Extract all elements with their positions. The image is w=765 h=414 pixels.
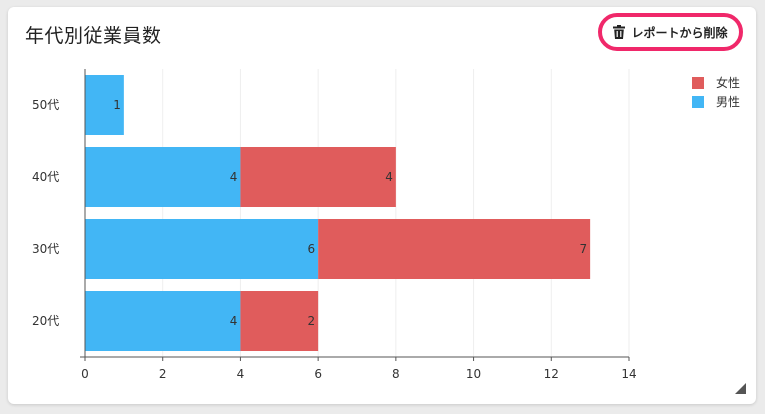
x-tick-label: 8: [392, 367, 400, 381]
data-label: 1: [113, 98, 121, 112]
legend-swatch: [692, 96, 704, 108]
data-label: 6: [308, 242, 316, 256]
x-tick-label: 12: [544, 367, 559, 381]
x-tick-label: 14: [621, 367, 636, 381]
bar-female: [240, 147, 396, 207]
bar-female: [318, 219, 591, 279]
bar-male: [85, 219, 319, 279]
category-label: 40代: [32, 170, 59, 184]
category-label: 30代: [32, 242, 59, 256]
bar-male: [85, 147, 241, 207]
x-tick-label: 10: [466, 367, 481, 381]
trash-icon: [613, 25, 626, 39]
data-label: 7: [580, 242, 588, 256]
remove-from-report-button[interactable]: レポートから削除: [598, 13, 743, 51]
legend-label: 女性: [716, 75, 740, 90]
resize-handle[interactable]: [735, 383, 746, 394]
legend-label: 男性: [716, 95, 740, 109]
x-tick-label: 2: [159, 367, 167, 381]
data-label: 2: [308, 314, 316, 328]
category-label: 20代: [32, 314, 59, 328]
data-label: 4: [230, 170, 238, 184]
x-tick-label: 6: [314, 367, 322, 381]
remove-button-label: レポートから削除: [631, 25, 728, 40]
x-tick-label: 4: [237, 367, 245, 381]
bar-male: [85, 291, 241, 351]
legend-swatch: [692, 77, 704, 89]
bar-female: [240, 291, 319, 351]
x-tick-label: 0: [81, 367, 89, 381]
bar-male: [85, 75, 124, 135]
card-title: 年代別従業員数: [25, 25, 162, 47]
report-card: 年代別従業員数 レポートから削除 1 50代 4 4 40代 6 7 30代 4 2 20代 0 2 4 6…: [8, 7, 756, 404]
data-label: 4: [230, 314, 238, 328]
data-label: 4: [385, 170, 393, 184]
category-label: 50代: [32, 98, 59, 112]
